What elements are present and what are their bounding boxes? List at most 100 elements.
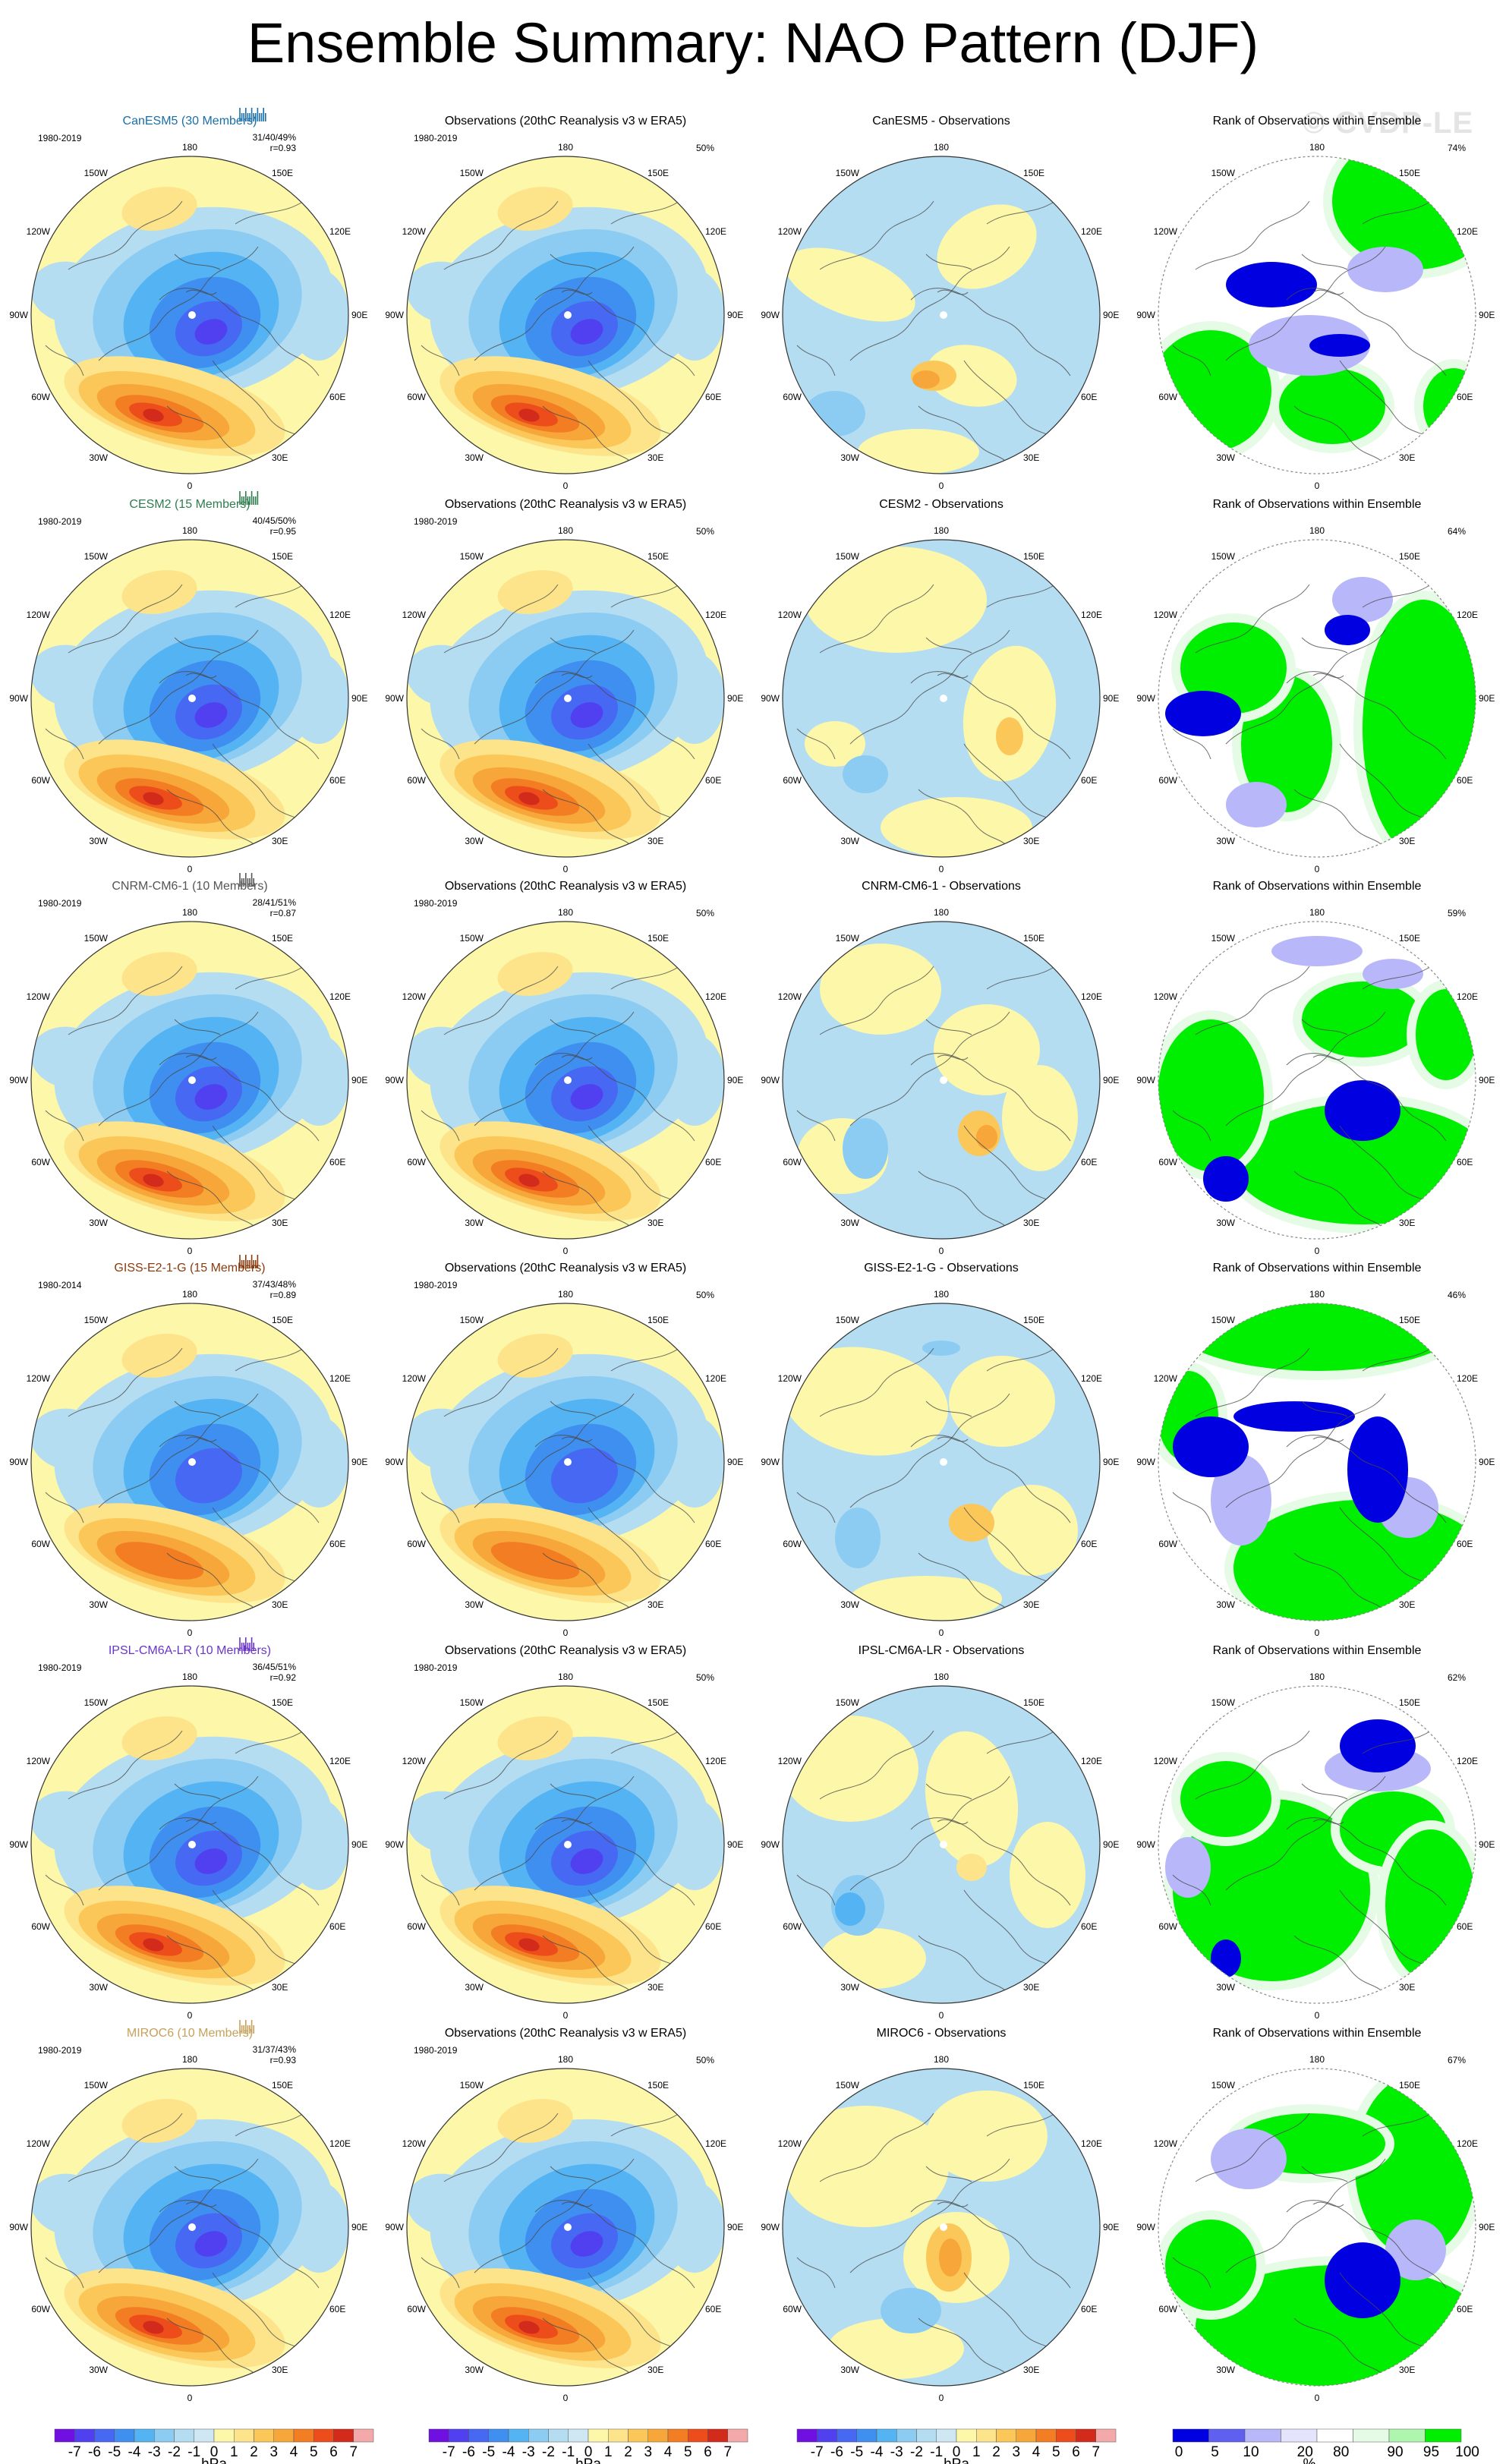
anomaly-core [805, 391, 865, 436]
coastline [1172, 1492, 1211, 1523]
colorbar-tick-label: -1 [187, 2444, 200, 2460]
coastline [925, 1401, 972, 1442]
longitude-label: 90E [727, 1457, 743, 1467]
period-label: 1980-2019 [38, 1662, 82, 1673]
coastline [45, 1874, 84, 1906]
longitude-label: 180 [934, 525, 949, 536]
longitude-label: 150W [836, 168, 860, 178]
rank-high-region [1158, 1019, 1264, 1171]
model-title: MIROC6 (10 Members) [127, 2027, 253, 2040]
longitude-label: 90E [351, 310, 367, 320]
polar-map-panel: 180 0 150W 120W 90W 60W 30W 150E 120E 90E 60E 30E CE… [9, 491, 367, 874]
longitude-label: 60W [1158, 392, 1177, 402]
longitude-label: 180 [1309, 142, 1325, 153]
coastline [910, 1817, 1071, 1906]
ensemble-member-ticks [239, 2020, 254, 2034]
observations-title: Observations (20thC Reanalysis v3 w ERA5… [445, 880, 686, 893]
longitude-label: 120W [778, 1373, 802, 1384]
rank-title: Rank of Observations within Ensemble [1213, 1644, 1422, 1657]
negative-anomaly-region [570, 2231, 603, 2257]
colorbar-tick-label: 4 [664, 2444, 673, 2460]
pole-marker [940, 695, 947, 702]
longitude-label: 0 [187, 864, 193, 874]
colorbar-swatch [508, 2428, 529, 2443]
map-boundary [782, 539, 1101, 858]
anomaly-core [956, 1854, 987, 1881]
longitude-label: 150W [1211, 933, 1236, 944]
longitude-label: 120E [329, 2138, 351, 2149]
anomaly-core [996, 717, 1023, 755]
colorbar-tick-label: 90 [1387, 2444, 1403, 2460]
longitude-label: 90W [9, 1075, 28, 1085]
longitude-label: 120W [778, 2138, 802, 2149]
longitude-label: 120E [705, 991, 726, 1002]
period-label: 1980-2019 [414, 1662, 458, 1673]
colorbar-unit: hPa [575, 2456, 601, 2464]
explained-variance-range: 28/41/51% [253, 897, 297, 908]
figure-title: Ensemble Summary: NAO Pattern (DJF) [247, 11, 1259, 74]
longitude-label: 120E [329, 610, 351, 620]
negative-anomaly-region [31, 1026, 106, 1089]
pole-marker [188, 1458, 196, 1466]
longitude-label: 150W [460, 551, 484, 562]
coastline [550, 1019, 597, 1060]
colorbar-swatch [936, 2428, 957, 2443]
longitude-label: 90W [385, 1839, 404, 1850]
longitude-label: 180 [934, 1289, 949, 1300]
coastline [1225, 629, 1386, 745]
positive-anomaly-region [497, 1334, 573, 1378]
pattern-correlation: r=0.87 [270, 908, 297, 918]
rank-low-margin [1347, 247, 1423, 292]
map-field [1158, 540, 1476, 857]
model-title: CNRM-CM6-1 (10 Members) [112, 880, 267, 893]
coastline [474, 2158, 635, 2273]
coastline [849, 1393, 1010, 1508]
longitude-label: 0 [563, 1627, 569, 1638]
coastline [421, 728, 460, 760]
longitude-label: 0 [187, 2010, 193, 2021]
longitude-label: 90W [761, 1075, 780, 1085]
colorbar-tick-label: -7 [443, 2444, 455, 2460]
colorbar-swatch [916, 2428, 937, 2443]
coastline [1225, 1776, 1386, 1891]
map-field [31, 156, 348, 474]
colorbar-tick-label: 1 [230, 2444, 238, 2460]
coastline [534, 288, 695, 377]
pole-marker [940, 1841, 947, 1848]
longitude-label: 30W [89, 2365, 108, 2375]
longitude-label: 150W [84, 933, 109, 944]
period-label: 1980-2019 [38, 2045, 82, 2056]
difference-title: CNRM-CM6-1 - Observations [862, 880, 1021, 893]
rank-percentage: 46% [1448, 1290, 1466, 1300]
longitude-label: 0 [939, 2010, 944, 2021]
coastline [1195, 1730, 1310, 1800]
longitude-label: 150W [1211, 1697, 1236, 1708]
explained-variance: 50% [696, 526, 714, 537]
anomaly-core [949, 1504, 994, 1542]
coastline [1286, 671, 1447, 760]
colorbar-swatch [707, 2428, 728, 2443]
longitude-label: 0 [187, 1246, 193, 1256]
longitude-label: 30E [272, 1599, 288, 1610]
longitude-label: 90E [1479, 2222, 1495, 2232]
rank-low-margin [1332, 577, 1393, 622]
colorbar-swatch [856, 2428, 877, 2443]
rank-title: Rank of Observations within Ensemble [1213, 1262, 1422, 1275]
rank-low-margin [1271, 936, 1363, 966]
coastline [166, 405, 259, 468]
map-field [31, 1303, 348, 1621]
rank-low-region [1173, 1416, 1249, 1477]
longitude-label: 60W [31, 1539, 50, 1549]
longitude-label: 180 [934, 2054, 949, 2065]
longitude-label: 150E [272, 168, 293, 178]
rank-high-region [1332, 156, 1476, 269]
longitude-label: 180 [558, 2054, 573, 2065]
colorbar-tick-label: 7 [723, 2444, 732, 2460]
positive-anomaly-region [518, 2321, 540, 2334]
positive-anomaly-region [785, 247, 915, 322]
negative-anomaly-region [664, 269, 724, 361]
map-boundary [406, 539, 725, 858]
longitude-label: 30E [272, 2365, 288, 2375]
colorbar-tick-label: 0 [1175, 2444, 1183, 2460]
longitude-label: 60E [1457, 1539, 1473, 1549]
